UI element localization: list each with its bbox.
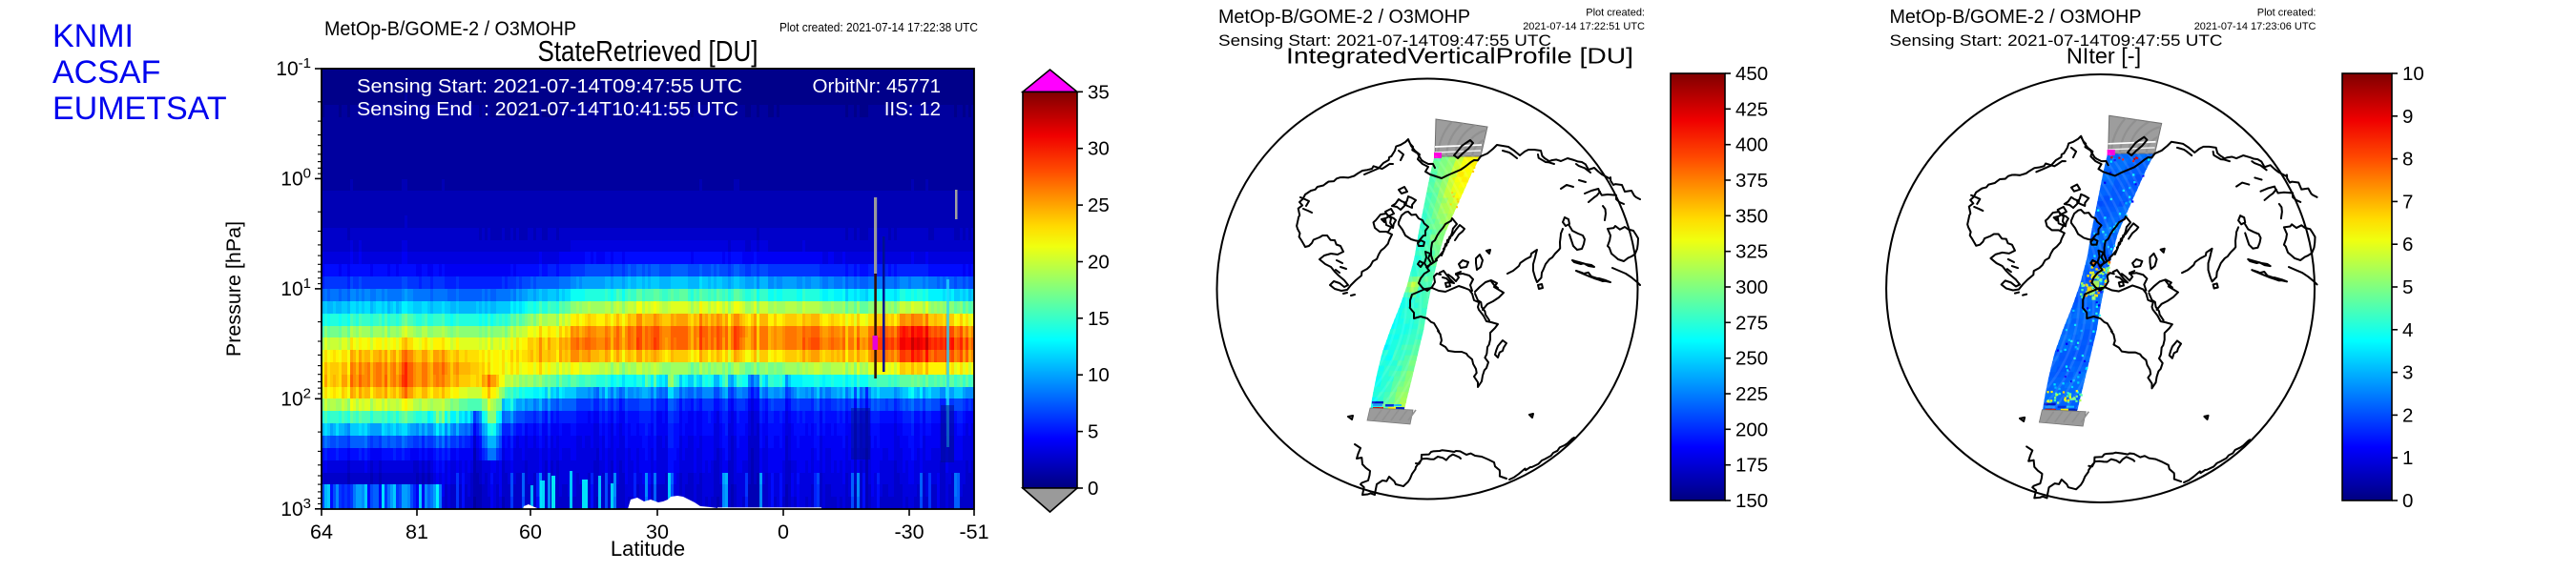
svg-text:1: 1 [2402,447,2413,469]
svg-text:OrbitNr: 45771: OrbitNr: 45771 [813,75,941,97]
svg-text:0: 0 [778,521,789,543]
svg-text:200: 200 [1735,419,1768,440]
svg-text:5: 5 [1088,421,1098,443]
svg-text:Sensing End : 2021-07-14T10:4: Sensing End : 2021-07-14T10:41:55 UTC [357,99,738,120]
svg-text:ACSAF: ACSAF [52,54,160,91]
svg-text:35: 35 [1088,81,1110,103]
svg-text:103: 103 [280,496,311,521]
svg-text:350: 350 [1735,205,1768,227]
svg-text:2021-07-14 17:23:06 UTC: 2021-07-14 17:23:06 UTC [2194,21,2316,32]
svg-text:30: 30 [646,521,669,543]
svg-text:64: 64 [310,521,333,543]
svg-text:KNMI: KNMI [52,18,134,54]
svg-text:375: 375 [1735,170,1768,192]
svg-text:25: 25 [1088,194,1110,216]
svg-text:450: 450 [1735,63,1768,85]
svg-text:Sensing Start: 2021-07-14T09:4: Sensing Start: 2021-07-14T09:47:55 UTC [357,76,742,97]
svg-text:8: 8 [2402,149,2413,171]
svg-text:2: 2 [2402,404,2413,426]
svg-text:81: 81 [405,521,428,543]
svg-text:NIter [-]: NIter [-] [2067,44,2141,69]
svg-text:6: 6 [2402,234,2413,255]
svg-text:StateRetrieved [DU]: StateRetrieved [DU] [538,34,758,68]
svg-text:10: 10 [2402,63,2424,85]
svg-text:Sensing Start: 2021-07-14T09:4: Sensing Start: 2021-07-14T09:47:55 UTC [1890,31,2223,50]
svg-text:325: 325 [1735,241,1768,263]
svg-text:Plot created:: Plot created: [2257,8,2316,19]
svg-text:9: 9 [2402,106,2413,128]
svg-text:7: 7 [2402,191,2413,213]
svg-text:Latitude: Latitude [611,537,685,561]
svg-text:Sensing Start: 2021-07-14T09:4: Sensing Start: 2021-07-14T09:47:55 UTC [1218,31,1551,50]
svg-text:MetOp-B/GOME-2 / O3MOHP: MetOp-B/GOME-2 / O3MOHP [1218,7,1470,28]
svg-text:0: 0 [2402,490,2413,512]
svg-text:-30: -30 [894,521,924,543]
svg-text:0: 0 [1088,478,1098,500]
svg-text:-51: -51 [959,521,988,543]
svg-text:225: 225 [1735,383,1768,405]
svg-text:3: 3 [2402,362,2413,384]
svg-text:150: 150 [1735,490,1768,512]
svg-text:275: 275 [1735,312,1768,334]
svg-text:MetOp-B/GOME-2 / O3MOHP: MetOp-B/GOME-2 / O3MOHP [324,16,576,40]
svg-text:4: 4 [2402,319,2413,341]
svg-text:Plot created: 2021-07-14 17:22: Plot created: 2021-07-14 17:22:38 UTC [779,20,978,34]
svg-text:5: 5 [2402,276,2413,298]
svg-text:250: 250 [1735,348,1768,370]
svg-text:Plot created:: Plot created: [1586,8,1645,19]
svg-text:60: 60 [519,521,542,543]
svg-text:Pressure [hPa]: Pressure [hPa] [222,221,245,357]
svg-text:IntegratedVerticalProfile [DU]: IntegratedVerticalProfile [DU] [1286,44,1633,69]
svg-text:EUMETSAT: EUMETSAT [52,91,227,127]
svg-text:10: 10 [1088,364,1110,386]
svg-text:400: 400 [1735,134,1768,156]
svg-text:20: 20 [1088,252,1110,274]
svg-text:IIS: 12: IIS: 12 [884,98,941,120]
svg-text:15: 15 [1088,308,1110,330]
svg-text:300: 300 [1735,276,1768,298]
svg-text:175: 175 [1735,455,1768,477]
svg-text:2021-07-14 17:22:51 UTC: 2021-07-14 17:22:51 UTC [1523,21,1645,32]
svg-text:30: 30 [1088,138,1110,160]
svg-text:MetOp-B/GOME-2 / O3MOHP: MetOp-B/GOME-2 / O3MOHP [1890,7,2142,28]
svg-text:425: 425 [1735,98,1768,120]
